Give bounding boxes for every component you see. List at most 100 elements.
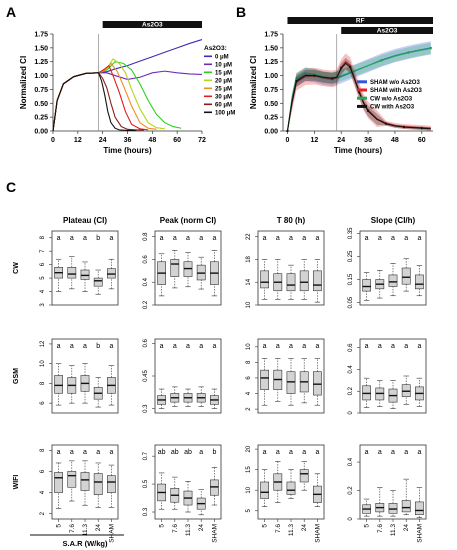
x-tick-label: SHAM (108, 524, 115, 543)
significance-letter: a (173, 235, 177, 242)
x-tick-label: SHAM (314, 524, 321, 543)
significance-letter: a (70, 449, 74, 456)
y-tick-label: 2 (40, 511, 46, 515)
significance-letter: b (96, 343, 100, 350)
significance-letter: a (83, 343, 87, 350)
significance-letter: a (289, 449, 293, 456)
y-tick-label: 1.00 (34, 73, 48, 80)
x-tick-label: 11.3 (390, 524, 397, 537)
box (388, 503, 398, 514)
y-tick-label: 5 (40, 276, 46, 280)
y-tick-label: 0.3 (143, 507, 149, 516)
box (299, 270, 309, 292)
box-panel-frame (51, 230, 119, 306)
significance-letter: b (212, 449, 216, 456)
row-label: WIFI (13, 475, 20, 490)
y-tick-label: 15 (246, 466, 252, 473)
x-tick-label: 24 (95, 524, 102, 532)
significance-letter: a (186, 343, 190, 350)
column-title: T 80 (h) (277, 216, 306, 225)
y-tick-label: 1.00 (264, 73, 278, 80)
x-tick-label: 5 (159, 524, 166, 528)
treatment-bar-label: RF (356, 18, 365, 25)
series-line (52, 70, 203, 132)
significance-letter: a (417, 235, 421, 242)
y-tick-label: 1.75 (264, 32, 278, 39)
series-point (380, 59, 383, 62)
significance-letter: a (263, 449, 267, 456)
y-tick-label: 0.2 (348, 386, 354, 395)
y-axis-label: Normalized CI (249, 56, 258, 109)
significance-letter: a (391, 449, 395, 456)
x-tick-label: 48 (148, 137, 156, 144)
significance-letter: a (212, 343, 216, 350)
significance-letter: a (302, 449, 306, 456)
chart-c: Plateau (CI) Peak (norm CI) T 80 (h) Slope … (13, 216, 427, 548)
y-tick-label: 1.50 (34, 45, 48, 52)
x-tick-label: 11.3 (82, 524, 89, 537)
series-point (358, 91, 361, 94)
series-point (313, 74, 316, 77)
significance-letter: a (391, 235, 395, 242)
x-tick-label: SHAM (211, 524, 218, 543)
y-tick-label: 18 (246, 255, 252, 262)
x-axis-label: Time (hours) (334, 146, 383, 155)
y-tick-label: 0.05 (348, 296, 354, 308)
x-tick-label: 24 (301, 524, 308, 532)
y-tick-label: 0 (348, 411, 354, 415)
box-panel-frame (51, 338, 119, 414)
y-tick-label: 8 (40, 381, 46, 385)
y-tick-label: 3 (40, 303, 46, 307)
significance-letter: a (315, 235, 319, 242)
legend-entry: 25 μM (215, 87, 232, 93)
y-tick-label: 1.25 (34, 59, 48, 66)
box (260, 369, 269, 390)
y-tick-label: 8 (40, 448, 46, 452)
significance-letter: a (109, 343, 113, 350)
chart-b: 0 12 24 36 48 60 0.00 0.25 0.50 0.75 1.00 1.25 1.50 1… (249, 17, 433, 155)
x-tick-label: 0 (51, 137, 55, 144)
y-tick-label: 10 (246, 301, 252, 308)
x-tick-label: 24 (337, 137, 345, 144)
legend-entry: 100 μM (215, 111, 235, 117)
legend-entry: SHAM w/o As2O3 (370, 80, 420, 86)
x-tick-label: 11.3 (288, 524, 295, 537)
significance-letter: a (289, 235, 293, 242)
treatment-bar-label: As2O3 (142, 22, 163, 29)
y-tick-label: 5 (246, 508, 252, 512)
box (299, 469, 309, 483)
y-tick-label: 0.8 (143, 232, 149, 241)
significance-letter: ab (158, 449, 166, 456)
y-tick-label: 0.25 (34, 115, 48, 122)
significance-letter: b (96, 235, 100, 242)
significance-letter: a (417, 343, 421, 350)
box (67, 267, 77, 279)
y-tick-label: 4 (246, 391, 252, 395)
legend-entry: SHAM with As2O3 (370, 88, 422, 94)
series-point (407, 51, 410, 54)
significance-letter: a (212, 235, 216, 242)
x-axis-label: S.A.R (W/kg) (63, 539, 108, 548)
y-tick-label: 8 (40, 235, 46, 239)
y-tick-label: 10 (246, 486, 252, 493)
legend-entry: 10 μM (215, 63, 232, 69)
y-tick-label: 0.35 (348, 227, 354, 239)
significance-letter: a (109, 449, 113, 456)
y-tick-label: 6 (246, 376, 252, 380)
significance-letter: a (57, 235, 61, 242)
y-tick-label: 0.5 (143, 479, 149, 488)
series-line (52, 72, 136, 132)
box (286, 481, 296, 495)
legend-entry: 15 μM (215, 71, 232, 77)
significance-letter: a (365, 343, 369, 350)
box (93, 277, 103, 287)
y-tick-label: 4 (40, 490, 46, 494)
y-tick-label: 0.50 (264, 101, 278, 108)
panel-label-c: C (6, 179, 16, 195)
x-tick-label: 36 (364, 137, 372, 144)
series-point (429, 47, 432, 50)
series-point (384, 122, 388, 125)
y-tick-label: 14 (246, 278, 252, 285)
significance-letter: a (199, 343, 203, 350)
significance-letter: a (186, 235, 190, 242)
